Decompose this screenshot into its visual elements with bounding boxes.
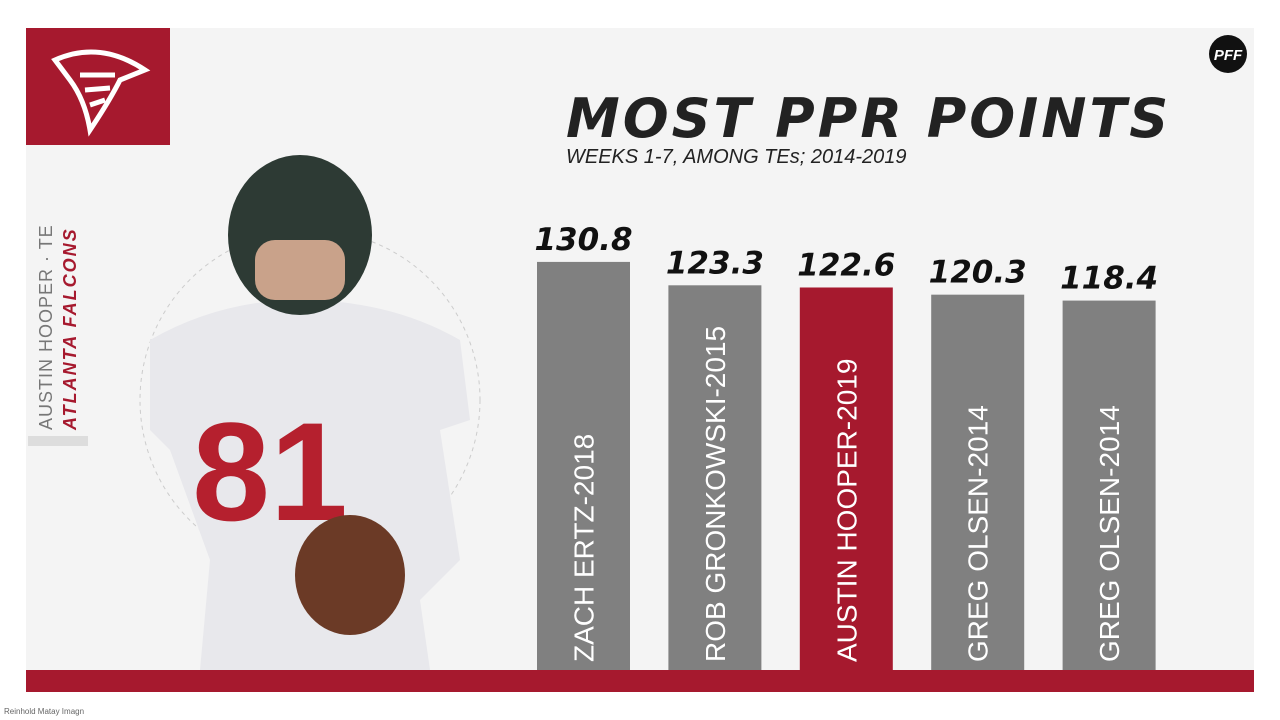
bar: [799, 287, 893, 670]
photo-credit: Reinhold Matay Imagn: [4, 707, 84, 716]
category-label: AUSTIN HOOPER-2019: [831, 359, 862, 662]
team-logo: [51, 49, 151, 137]
value-label: 120.3: [929, 255, 1027, 291]
value-label: 130.8: [534, 222, 632, 258]
category-label: GREG OLSEN-2014: [1094, 405, 1125, 662]
chart-title: MOST PPR POINTS: [566, 87, 1171, 150]
value-label: 118.4: [1060, 261, 1158, 297]
bar: [1062, 300, 1156, 670]
category-label: ZACH ERTZ-2018: [569, 434, 600, 662]
bar: [931, 294, 1025, 670]
brand-logo: PFF: [1214, 47, 1243, 64]
player-photo: 81: [150, 155, 470, 670]
player-name: AUSTIN HOOPER · TE: [36, 224, 56, 430]
category-label: ROB GRONKOWSKI-2015: [700, 326, 731, 662]
category-label: GREG OLSEN-2014: [963, 405, 994, 662]
bottom-strip: [26, 670, 1254, 692]
value-label: 122.6: [797, 247, 895, 283]
side-accent: [28, 436, 88, 446]
value-label: 123.3: [666, 245, 764, 281]
bar: [537, 261, 630, 670]
bar: [668, 285, 762, 670]
player-team: ATLANTA FALCONS: [60, 227, 80, 431]
brand-badge: [1209, 35, 1247, 73]
chart-subtitle: WEEKS 1-7, AMONG TEs; 2014-2019: [566, 146, 907, 168]
